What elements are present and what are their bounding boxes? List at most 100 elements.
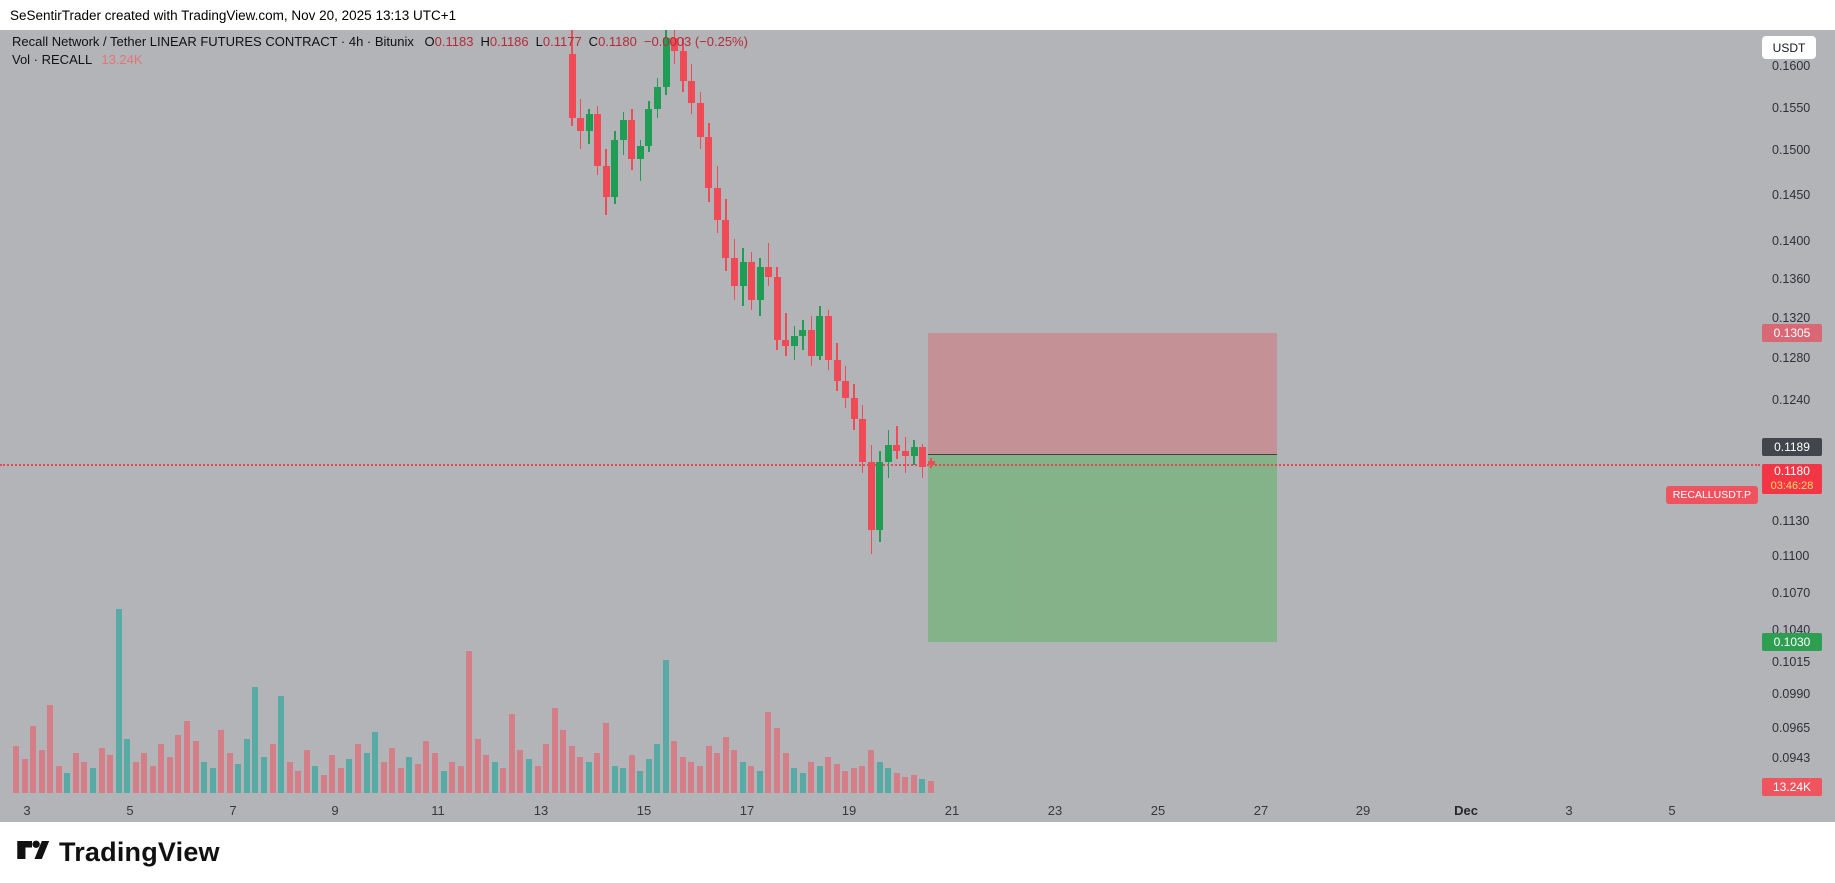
volume-bar (64, 773, 71, 793)
price-line-symbol-label: RECALLUSDT.P (1665, 485, 1758, 504)
volume-bar (406, 757, 413, 793)
candle-body (825, 315, 832, 361)
volume-bar (902, 776, 909, 793)
position-risk-box[interactable] (928, 332, 1277, 455)
candle-body (876, 462, 884, 531)
volume-bar (466, 650, 473, 793)
time-axis-label: 29 (1355, 803, 1371, 818)
candle-body (594, 114, 602, 167)
volume-bar (431, 752, 438, 793)
candle-body (577, 117, 585, 132)
candle-body (919, 446, 927, 467)
volume-bar (543, 743, 550, 793)
volume-bar (859, 766, 866, 793)
screenshot-header: SeSentirTrader created with TradingView.… (0, 0, 1835, 30)
volume-bar (47, 704, 54, 793)
volume-bar (184, 721, 190, 793)
volume-bar (158, 743, 165, 793)
volume-bar (372, 731, 379, 793)
candle-body (927, 461, 935, 465)
volume-bar (423, 740, 430, 793)
volume-indicator-label[interactable]: Vol · RECALL (12, 52, 92, 67)
candle-body (833, 360, 841, 381)
volume-bar (491, 761, 498, 793)
candle-body (893, 444, 901, 452)
position-reward-box[interactable] (928, 454, 1277, 643)
volume-bar (833, 764, 840, 793)
volume-bar (893, 773, 900, 793)
candle-body (730, 257, 738, 287)
candle-body (713, 187, 721, 221)
tradingview-logo-icon (14, 835, 50, 870)
volume-bar (868, 749, 874, 793)
symbol-title[interactable]: Recall Network / Tether LINEAR FUTURES C… (12, 34, 414, 49)
legend-line-2: Vol · RECALL 13.24K (12, 51, 748, 68)
position-entry-line[interactable] (928, 454, 1277, 456)
price-axis[interactable]: USDT 0.1600 0.1550 0.1500 0.1450 0.1400 0.136… (1760, 30, 1835, 822)
volume-bar (927, 781, 934, 793)
volume-bar (765, 712, 772, 793)
volume-bar (799, 773, 806, 793)
candle-body (611, 140, 619, 197)
volume-bar (166, 757, 173, 793)
volume-bar (722, 737, 729, 793)
time-axis-label: Dec (1454, 803, 1478, 818)
ohlc-key: H (480, 34, 490, 49)
volume-bar (825, 757, 832, 793)
legend-line-1: Recall Network / Tether LINEAR FUTURES C… (12, 33, 748, 50)
volume-bar (816, 766, 823, 793)
candle-body (884, 444, 892, 463)
candle-body (568, 53, 576, 118)
time-axis-label: 9 (331, 803, 339, 818)
time-axis-label: 7 (229, 803, 237, 818)
ohlc-key: O (424, 34, 435, 49)
volume-bar (791, 767, 798, 793)
volume-bar (209, 767, 216, 793)
price-tick: 0.1320 (1772, 310, 1811, 325)
volume-bar (218, 730, 225, 793)
volume-bar (508, 713, 515, 793)
volume-bar (748, 766, 755, 793)
time-axis-label: 21 (944, 803, 960, 818)
time-axis-label: 3 (23, 803, 31, 818)
chart-plot[interactable] (0, 30, 1760, 798)
price-tick: 0.1040 (1772, 622, 1811, 637)
volume-bar (72, 752, 79, 793)
time-axis[interactable]: 3 5 7 9 11 13 15 17 19 21 23 25 27 29 Dec 3 5 (0, 798, 1760, 822)
volume-bar (620, 767, 627, 793)
volume-bar (842, 770, 849, 793)
volume-bar (124, 739, 131, 793)
header-caption: SeSentirTrader created with TradingView.… (10, 7, 457, 23)
volume-bar (98, 748, 105, 793)
price-tick: 0.1280 (1772, 351, 1811, 366)
last-price-label: 0.1180 03:46:28 (1762, 463, 1822, 494)
time-axis-label: 11 (431, 803, 445, 818)
volume-bar (560, 730, 567, 793)
candle-body (901, 451, 909, 456)
last-price-label-price: 0.1180 (1774, 463, 1810, 478)
volume-bar (662, 659, 669, 793)
volume-bar (731, 749, 738, 793)
volume-bar (773, 728, 780, 793)
volume-bar (260, 757, 267, 793)
price-tick: 0.1100 (1772, 549, 1810, 564)
candle-body (859, 418, 867, 463)
volume-bar (483, 755, 490, 793)
ohlc-value: 0.1186 (489, 34, 529, 49)
volume-bar (286, 761, 293, 793)
price-tick: 0.0965 (1772, 720, 1811, 735)
volume-bar (81, 761, 88, 793)
volume-bar (89, 767, 96, 793)
volume-bar (705, 746, 712, 793)
price-tick: 0.1550 (1772, 100, 1811, 115)
price-tick: 0.1130 (1772, 514, 1810, 529)
volume-bar (295, 770, 302, 793)
candle-wick (639, 140, 642, 182)
volume-bar (534, 766, 541, 793)
volume-bar (585, 761, 592, 793)
currency-toggle-button[interactable]: USDT (1762, 36, 1816, 59)
candle-body (654, 86, 661, 110)
volume-bar (235, 764, 242, 793)
time-axis-label: 3 (1565, 803, 1573, 818)
